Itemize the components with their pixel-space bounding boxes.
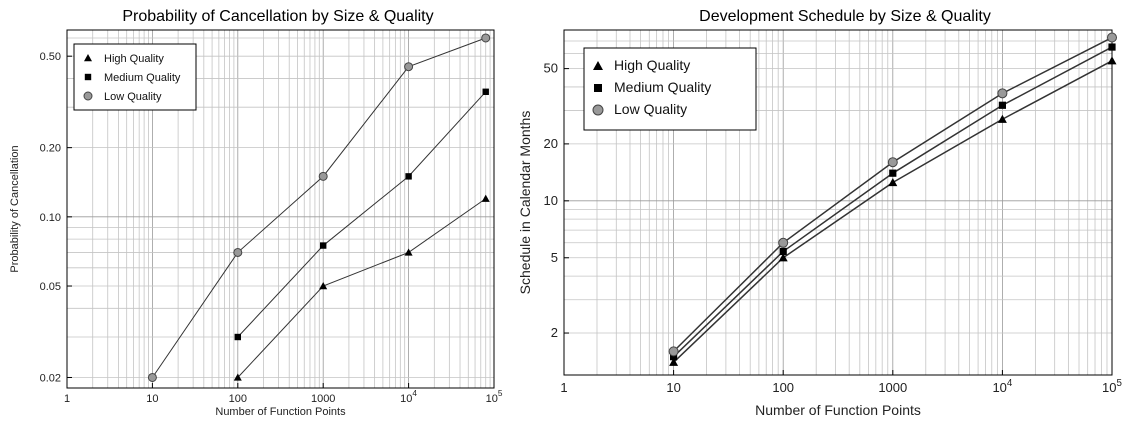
legend-label: High Quality — [104, 53, 164, 65]
cancellation-chart-panel: Probability of Cancellation by Size & Qu… — [0, 0, 556, 425]
y-tick-label: 20 — [544, 136, 558, 151]
chart-title: Probability of Cancellation by Size & Qu… — [122, 8, 434, 25]
legend-box — [73, 43, 197, 111]
data-point — [481, 33, 491, 43]
legend-label: Medium Quality — [104, 72, 181, 84]
legend-marker — [592, 104, 604, 116]
legend-marker — [594, 84, 602, 92]
legend: High Quality Medium Quality Low Quality — [583, 47, 757, 131]
x-tick-label: 1000 — [878, 380, 907, 395]
data-point — [147, 372, 157, 382]
data-point — [481, 194, 490, 202]
legend-label: Low Quality — [614, 101, 687, 117]
data-point — [778, 253, 788, 262]
x-tick-label: 1000 — [311, 393, 335, 405]
data-point — [779, 247, 787, 256]
data-point — [405, 173, 412, 180]
data-point — [888, 177, 898, 187]
data-point — [669, 357, 679, 366]
data-point — [233, 373, 242, 381]
data-point — [320, 242, 327, 249]
data-point — [404, 62, 414, 72]
data-point — [318, 171, 328, 181]
series-line — [237, 198, 487, 378]
legend-label: High Quality — [614, 57, 690, 73]
data-point — [404, 248, 413, 256]
y-tick-label: 2 — [551, 325, 558, 340]
y-tick-label: 0.50 — [40, 51, 61, 63]
y-tick-label: 10 — [544, 193, 558, 208]
data-point — [1107, 32, 1117, 43]
x-tick-label: 104 — [992, 378, 1012, 395]
data-point — [670, 353, 678, 361]
x-tick-label: 105 — [486, 389, 503, 405]
data-point — [997, 88, 1008, 99]
schedule-chart: 1 10 100 1000 104 105 2 5 10 20 50 Number of Functi… — [517, 29, 1123, 418]
legend-label: Low Quality — [104, 91, 162, 103]
y-tick-label: 0.02 — [40, 372, 61, 384]
legend-marker — [83, 91, 93, 101]
data-point — [998, 101, 1006, 109]
y-tick-label: 0.05 — [40, 281, 61, 293]
data-point — [319, 282, 328, 290]
y-axis-label: Schedule in Calendar Months — [517, 111, 533, 295]
chart-title: Development Schedule by Size & Quality — [699, 8, 991, 25]
data-point — [889, 169, 897, 177]
series-square — [234, 88, 489, 341]
data-point — [234, 333, 241, 341]
plot-frame — [563, 29, 1113, 376]
x-tick-label: 105 — [1102, 378, 1122, 395]
x-tick-label: 1 — [64, 393, 70, 405]
legend-box — [583, 47, 757, 131]
x-axis-label: Number of Function Points — [755, 402, 921, 418]
series-triangle — [233, 194, 490, 381]
x-tick-label: 1 — [560, 380, 567, 395]
x-tick-label: 100 — [772, 380, 794, 395]
y-tick-label: 5 — [551, 250, 558, 265]
series-circle — [147, 33, 491, 382]
x-tick-label: 104 — [400, 389, 417, 405]
y-tick-label: 0.10 — [40, 212, 61, 224]
legend-marker — [84, 73, 92, 81]
data-point — [997, 114, 1007, 123]
legend-label: Medium Quality — [614, 79, 711, 95]
data-point — [887, 157, 898, 168]
data-point — [1107, 56, 1117, 65]
data-point — [233, 247, 243, 257]
series-line — [237, 91, 487, 338]
schedule-chart-panel: Development Schedule by Size & Quality 1… — [517, 0, 1134, 425]
y-tick-label: 50 — [544, 61, 558, 76]
data-point — [778, 237, 789, 248]
legend-marker — [84, 54, 92, 62]
legend: High Quality Medium Quality Low Quality — [73, 43, 197, 111]
data-point — [1108, 43, 1116, 51]
series-square — [670, 43, 1116, 361]
data-point — [668, 346, 679, 357]
x-tick-label: 100 — [229, 393, 247, 405]
y-axis-label: Probability of Cancellation — [9, 145, 21, 272]
legend-marker — [593, 61, 603, 70]
series-circle — [668, 32, 1117, 357]
series-triangle — [669, 56, 1117, 366]
y-tick-label: 0.20 — [40, 143, 61, 155]
grid — [66, 30, 494, 388]
plot-frame — [66, 29, 495, 389]
x-tick-label: 10 — [666, 380, 680, 395]
x-tick-label: 10 — [146, 393, 158, 405]
x-axis-label: Number of Function Points — [215, 406, 346, 418]
data-point — [482, 88, 489, 95]
cancellation-chart: 1 10 100 1000 104 105 0.02 0.05 0.10 0.20 0.50 Numb… — [9, 29, 503, 418]
